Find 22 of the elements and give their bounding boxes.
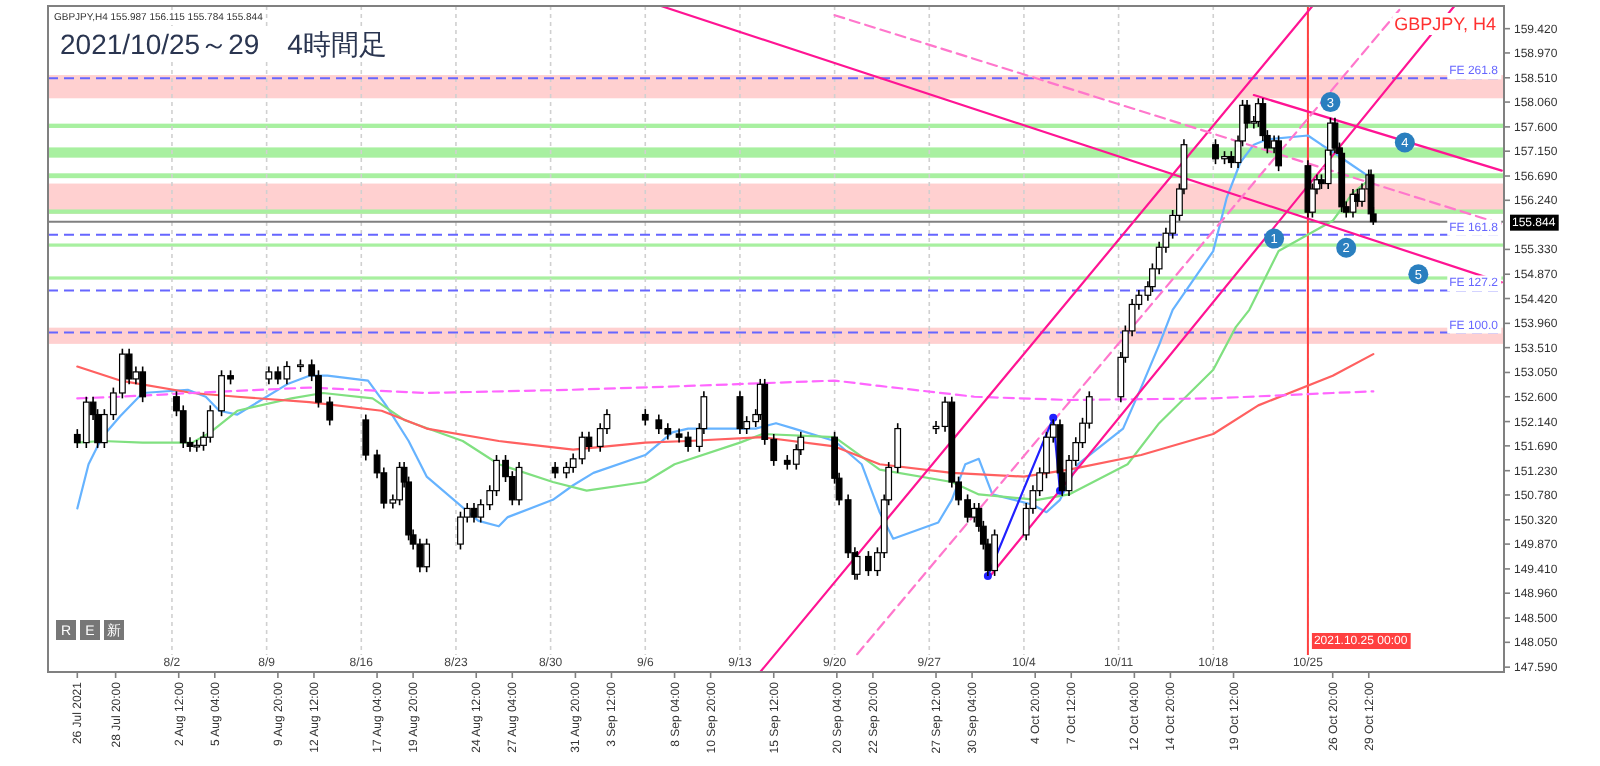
chart-subtitle: GBPJPY, H4 xyxy=(1394,14,1496,34)
candlestick xyxy=(470,502,478,524)
candlestick xyxy=(585,431,593,453)
text: 2021/10/25～29 4時間足 xyxy=(60,28,387,60)
candlestick xyxy=(477,498,485,524)
candlestick xyxy=(515,461,523,507)
candlestick xyxy=(206,404,214,444)
candlestick xyxy=(139,365,147,403)
candlestick xyxy=(655,413,663,435)
candlestick xyxy=(193,439,201,453)
candlestick xyxy=(82,395,90,449)
candlestick xyxy=(684,431,692,453)
candlestick xyxy=(362,413,370,462)
candlestick xyxy=(125,347,133,386)
candlestick xyxy=(416,537,424,573)
candlestick xyxy=(457,510,464,551)
candlestick xyxy=(423,537,431,573)
line-series xyxy=(76,379,1375,402)
candlestick xyxy=(991,528,999,577)
candlestick xyxy=(736,390,744,435)
candlestick xyxy=(578,431,586,466)
candlestick xyxy=(326,395,334,427)
